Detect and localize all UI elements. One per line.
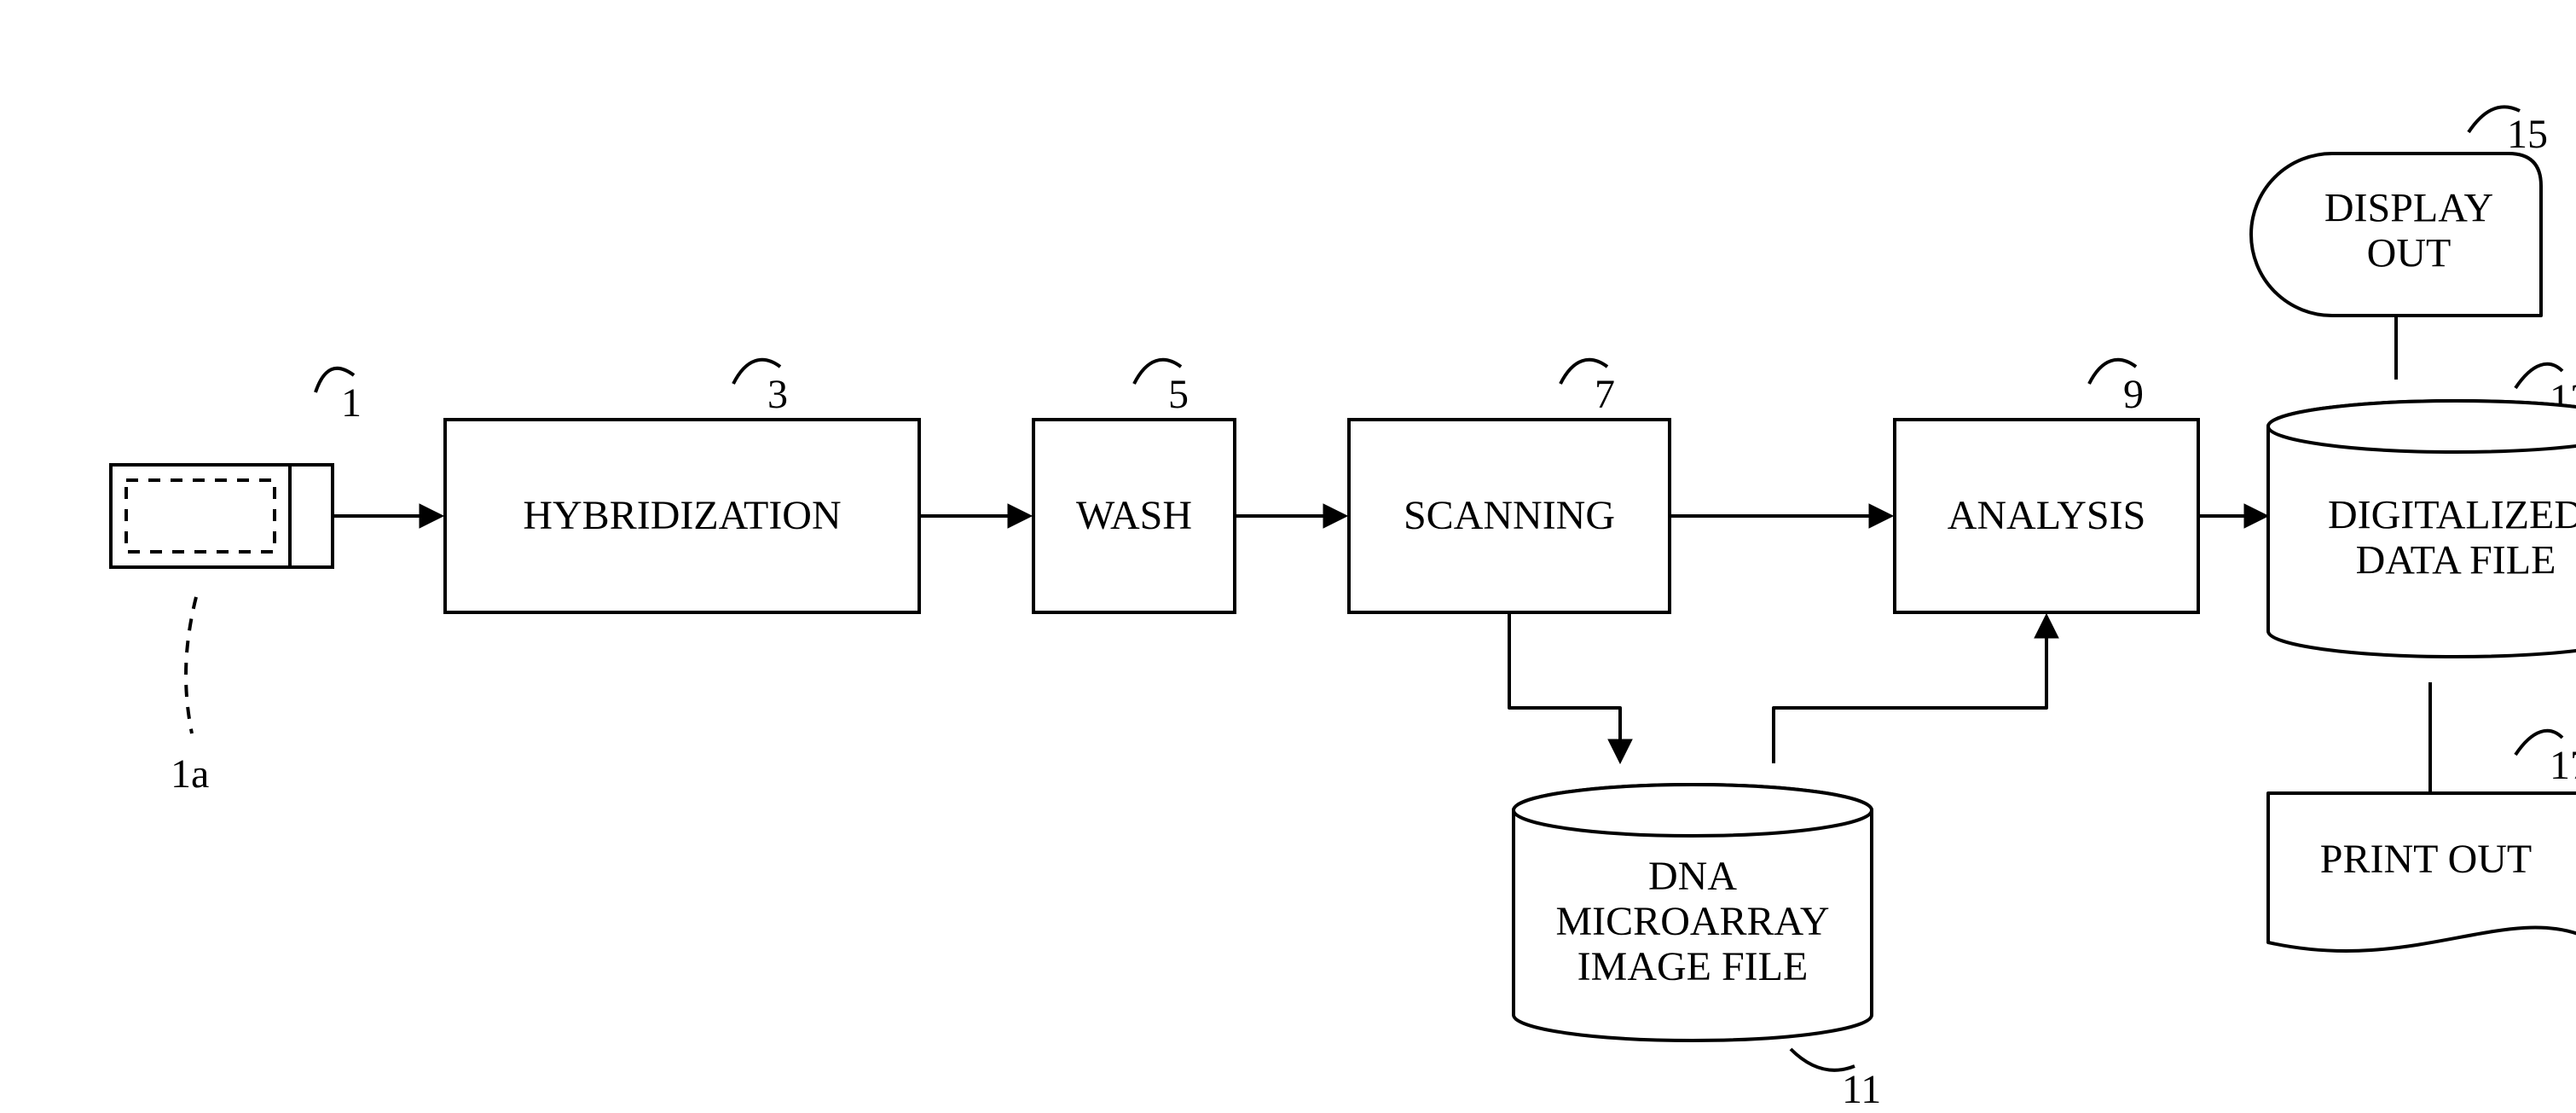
analysis-label: ANALYSIS [1948,492,2146,539]
svg-text:DATA FILE: DATA FILE [2356,537,2556,583]
svg-text:IMAGE FILE: IMAGE FILE [1577,944,1809,989]
analysis-box: ANALYSIS [1893,418,2200,614]
hybridization-box: HYBRIDIZATION [443,418,921,614]
svg-text:PRINT OUT: PRINT OUT [2320,837,2532,882]
ref-9: 9 [2123,371,2144,418]
svg-text:OUT: OUT [2367,230,2452,275]
scanning-box: SCANNING [1347,418,1671,614]
ref-15: 15 [2507,111,2548,158]
svg-text:DIGITALIZED: DIGITALIZED [2328,493,2576,538]
svg-text:DISPLAY: DISPLAY [2324,186,2493,231]
ref-7: 7 [1595,371,1615,418]
ref-3: 3 [767,371,788,418]
ref-1: 1 [341,380,362,426]
ref-5: 5 [1168,371,1189,418]
wash-box: WASH [1032,418,1236,614]
ref-17: 17 [2550,742,2576,789]
hybridization-label: HYBRIDIZATION [523,492,841,539]
wash-label: WASH [1076,492,1192,539]
ref-13: 13 [2550,375,2576,422]
scanning-label: SCANNING [1404,492,1615,539]
svg-text:MICROARRAY: MICROARRAY [1556,899,1830,944]
ref-1a: 1a [171,751,209,797]
svg-text:DNA: DNA [1648,854,1737,899]
